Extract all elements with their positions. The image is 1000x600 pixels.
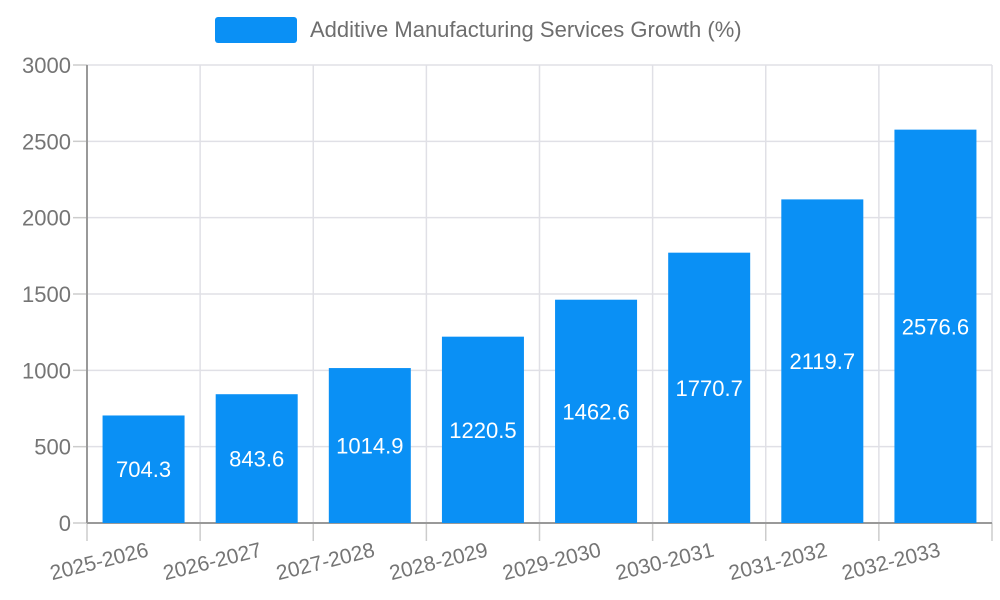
bar-value-label: 1014.9 bbox=[336, 434, 403, 459]
y-axis-tick-label: 2000 bbox=[22, 206, 71, 231]
y-axis-tick-label: 2500 bbox=[22, 129, 71, 154]
bar-2032-2033[interactable] bbox=[894, 129, 977, 523]
x-axis-tick-label: 2025-2026 bbox=[48, 539, 151, 586]
x-axis-tick-label: 2030-2031 bbox=[613, 539, 716, 586]
bar-2027-2028[interactable] bbox=[328, 368, 411, 523]
legend[interactable]: Additive Manufacturing Services Growth (… bbox=[215, 17, 742, 43]
bar-value-label: 1770.7 bbox=[676, 376, 743, 401]
bar-value-label: 843.6 bbox=[229, 447, 284, 472]
y-axis-tick-label: 1000 bbox=[22, 358, 71, 383]
y-axis-tick-label: 0 bbox=[59, 511, 71, 536]
bar-2028-2029[interactable] bbox=[441, 336, 524, 523]
bar-2026-2027[interactable] bbox=[215, 394, 298, 523]
x-axis-tick-label: 2027-2028 bbox=[274, 539, 377, 586]
bar-value-label: 704.3 bbox=[116, 457, 171, 482]
x-axis-tick-label: 2026-2027 bbox=[161, 539, 264, 586]
legend-swatch-icon bbox=[215, 17, 297, 43]
bar-value-label: 1220.5 bbox=[449, 418, 516, 443]
x-axis-tick-label: 2032-2033 bbox=[840, 539, 943, 586]
x-axis-tick-label: 2031-2032 bbox=[727, 539, 830, 586]
bar-2025-2026[interactable] bbox=[102, 415, 185, 523]
y-axis-tick-label: 1500 bbox=[22, 282, 71, 307]
x-axis-tick-label: 2028-2029 bbox=[387, 539, 490, 586]
x-axis-tick-label: 2029-2030 bbox=[500, 539, 603, 586]
y-axis-tick-label: 3000 bbox=[22, 53, 71, 78]
bar-value-label: 2119.7 bbox=[789, 349, 855, 374]
bar-value-label: 1462.6 bbox=[562, 399, 629, 424]
bar-2031-2032[interactable] bbox=[781, 199, 864, 524]
bar-2029-2030[interactable] bbox=[555, 299, 638, 523]
bar-2030-2031[interactable] bbox=[668, 252, 751, 523]
y-axis-tick-label: 500 bbox=[34, 435, 71, 460]
bar-value-label: 2576.6 bbox=[902, 314, 969, 339]
legend-label: Additive Manufacturing Services Growth (… bbox=[310, 17, 742, 42]
